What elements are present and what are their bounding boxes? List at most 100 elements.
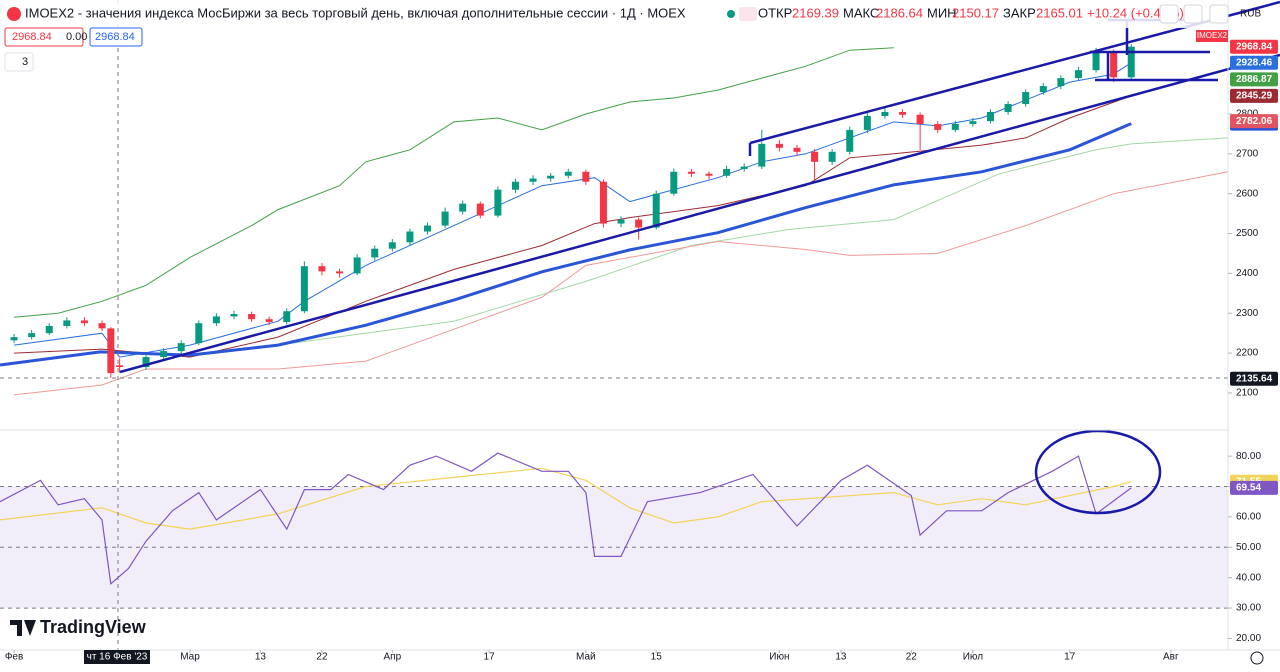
x-tick-label: 22 <box>316 652 328 663</box>
settings-gear[interactable] <box>1250 651 1264 665</box>
candle-body <box>582 171 590 182</box>
candle-body <box>336 271 344 274</box>
candle-body <box>195 323 203 344</box>
o-label: ОТКР <box>758 5 792 20</box>
rsi-tick-label: 40.00 <box>1236 572 1261 583</box>
candle-body <box>793 147 801 152</box>
ellipse-drawing[interactable] <box>1034 429 1162 515</box>
x-tick-label: 22 <box>906 652 918 663</box>
candle-body <box>652 193 660 228</box>
candle-body <box>617 219 625 224</box>
candle-body <box>599 181 607 224</box>
x-tick-label: Май <box>576 652 596 663</box>
buy-price[interactable]: 2968.84 <box>95 31 135 43</box>
l-value: 2150.17 <box>952 5 999 20</box>
candle-body <box>564 171 572 176</box>
candle-body <box>371 248 379 258</box>
candle-body <box>705 173 713 176</box>
x-tick-label: Июн <box>769 652 789 663</box>
candle-body <box>441 211 449 226</box>
candle-body <box>1022 92 1030 105</box>
logo[interactable]: TradingView <box>40 617 147 637</box>
h-label: МАКС <box>843 5 879 20</box>
candle-body <box>986 111 994 122</box>
candle-body <box>740 166 748 169</box>
candle-body <box>969 121 977 124</box>
rsi-tick-label: 30.00 <box>1236 603 1261 614</box>
price-label-bg <box>1230 55 1278 70</box>
settings-button[interactable] <box>1209 4 1229 24</box>
candle-body <box>1039 86 1047 93</box>
symbol-title[interactable]: IMOEX2 - значения индекса МосБиржи за ве… <box>25 5 686 20</box>
price-label-bg <box>1230 72 1278 87</box>
up-button[interactable] <box>1183 4 1203 24</box>
buy-box[interactable] <box>89 27 143 47</box>
y-tick-label: 2300 <box>1236 308 1259 319</box>
price-label-bg <box>1230 371 1278 386</box>
rsi-tick-label: 60.00 <box>1236 512 1261 523</box>
candle-body <box>160 351 168 358</box>
x-tick-label: Апр <box>383 652 401 663</box>
candle-body <box>899 111 907 115</box>
candle-body <box>916 114 924 124</box>
down-button[interactable] <box>1159 4 1179 24</box>
axes: 2100 2200 2300 2400 2500 2600 2700 2800 20.00 30.… <box>5 39 1278 663</box>
y-tick-label: 2700 <box>1236 148 1259 159</box>
candle-body <box>811 151 819 162</box>
c-value: 2165.01 <box>1036 5 1083 20</box>
rsi-tick-label: 50.00 <box>1236 542 1261 553</box>
candle-body <box>1074 70 1082 79</box>
indicators-count[interactable]: 3 <box>22 56 28 68</box>
candle-body <box>846 129 854 152</box>
sell-price[interactable]: 2968.84 <box>12 31 52 43</box>
candle-body <box>1127 46 1135 78</box>
x-tick-label: Июл <box>963 652 983 663</box>
rsi-tick-label: 20.00 <box>1236 633 1261 644</box>
x-tick-label: 13 <box>835 652 847 663</box>
candle-body <box>934 123 942 130</box>
price-label: 2886.87 <box>1236 74 1273 85</box>
price-label-bg <box>1230 88 1278 103</box>
h-value: 2186.64 <box>876 5 923 20</box>
candle-body <box>1092 51 1100 71</box>
candle-body <box>248 314 256 320</box>
sell-box[interactable] <box>4 27 84 47</box>
y-tick-label: 2400 <box>1236 268 1259 279</box>
candle-body <box>230 314 238 317</box>
candle-body <box>80 320 88 324</box>
candle-body <box>1057 78 1065 87</box>
indicator-line <box>14 95 1132 358</box>
candle-body <box>723 168 731 176</box>
y-tick-label: 2500 <box>1236 228 1259 239</box>
logo-mark <box>10 620 36 636</box>
y-tick-label: 2600 <box>1236 188 1259 199</box>
candle-body <box>494 189 502 216</box>
candle-body <box>547 175 555 179</box>
price-label: 69.54 <box>1236 483 1261 494</box>
price-label-bg <box>1230 480 1278 495</box>
candle-body <box>687 171 695 174</box>
price-label: 2135.64 <box>1236 373 1273 384</box>
symbol-icon <box>7 7 21 21</box>
candle-body <box>142 357 150 368</box>
rsi-tick-label: 80.00 <box>1236 451 1261 462</box>
spread: 0.00 <box>66 31 87 43</box>
candle-body <box>1110 51 1118 78</box>
candle-body <box>116 365 124 368</box>
currency[interactable]: RUB <box>1240 9 1261 20</box>
x-tick-label: Мар <box>180 652 200 663</box>
x-tick-label: 15 <box>651 652 663 663</box>
candle-body <box>758 143 766 167</box>
indicators-toggle[interactable] <box>4 52 34 72</box>
x-tick-label: 17 <box>1064 652 1076 663</box>
candle-body <box>28 333 36 338</box>
y-tick-label: 2800 <box>1236 109 1259 120</box>
trend-line[interactable] <box>119 53 1280 374</box>
candle-body <box>1004 104 1012 112</box>
plot <box>0 44 1229 609</box>
candle-body <box>283 311 291 323</box>
l-label: МИН <box>927 5 957 20</box>
x-tick-label: Авг <box>1163 652 1179 663</box>
indicator-line <box>277 137 1229 346</box>
